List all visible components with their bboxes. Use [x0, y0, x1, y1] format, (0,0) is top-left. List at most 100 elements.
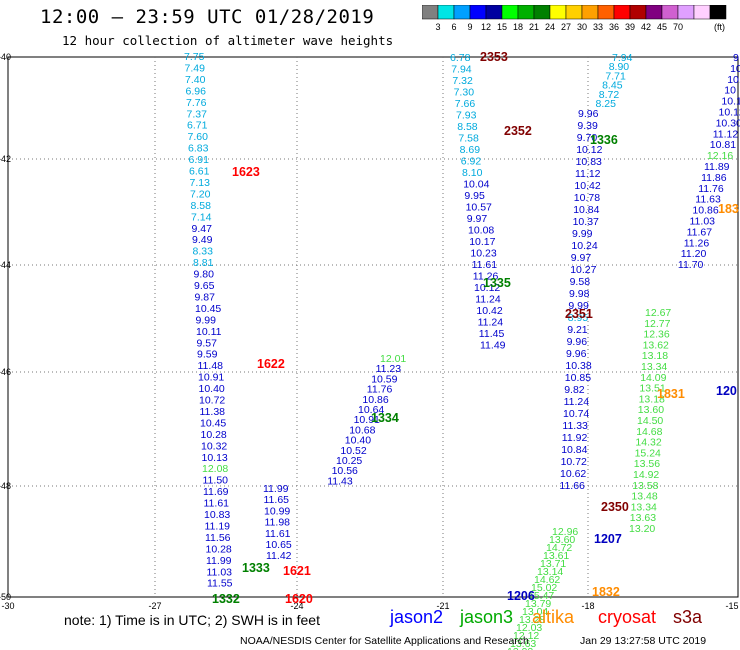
latitude-label: -42	[0, 154, 11, 164]
wave-height-value: 14.68	[636, 426, 662, 438]
wave-height-value: 8.45	[602, 80, 623, 92]
wave-height-value: 10.72	[561, 456, 587, 468]
wave-height-value: 10.42	[574, 180, 600, 192]
wave-height-value: 9.97	[467, 213, 488, 225]
wave-height-value: 11.92	[562, 432, 588, 444]
wave-height-value: 13.34	[641, 361, 667, 373]
wave-height-value: 10.64	[358, 404, 384, 416]
wave-height-value: 10.78	[574, 192, 600, 204]
wave-height-value: 11.76	[367, 384, 393, 396]
wave-height-value: 10.38	[565, 360, 591, 372]
wave-height-value: 11.19	[205, 520, 231, 532]
wave-height-value: 10.65	[266, 539, 292, 551]
wave-height-value: 14.92	[633, 469, 659, 481]
wave-height-value: 8.25	[596, 98, 617, 110]
wave-height-value: 7.30	[454, 87, 475, 99]
generation-timestamp: Jan 29 13:27:58 UTC 2019	[580, 635, 707, 647]
pass-time-label: 2353	[480, 50, 508, 64]
wave-height-value: 12.16	[707, 150, 733, 162]
color-tick-label: 24	[544, 22, 556, 32]
wave-height-value: 7.94	[451, 64, 472, 76]
color-tick-label: 39	[624, 22, 636, 32]
wave-height-value: 11.99	[206, 555, 232, 567]
wave-height-value: 8.10	[462, 167, 483, 179]
wave-height-value: 10.37	[573, 216, 599, 228]
wave-height-value: 15.02	[531, 582, 557, 594]
wave-height-value: 15.24	[635, 447, 661, 459]
wave-height-value: 11.33	[562, 420, 588, 432]
wave-height-value: 14.62	[534, 574, 560, 586]
wave-height-value: 7.37	[187, 108, 208, 120]
wave-height-value: 14.50	[637, 415, 663, 427]
pass-time-label: 1621	[283, 564, 311, 578]
wave-height-value: 13.18	[639, 393, 665, 405]
wave-height-value: 7.49	[185, 62, 206, 74]
source-credit: NOAA/NESDIS Center for Satellite Applica…	[240, 635, 529, 647]
wave-height-value: 13.79	[525, 598, 551, 610]
legend-s3a: s3a	[673, 607, 703, 627]
wave-height-value: 11.63	[695, 194, 721, 206]
wave-height-value: 11.42	[266, 550, 292, 562]
wave-height-value: 10.45	[200, 417, 226, 429]
wave-height-value: 11.26	[473, 271, 499, 283]
wave-height-value: 11.43	[327, 475, 353, 487]
wave-height-value: 7.14	[191, 211, 212, 223]
wave-height-value: 13.18	[642, 350, 668, 362]
wave-height-value: 11.86	[701, 172, 727, 184]
wave-height-value: 13.20	[629, 523, 655, 535]
wave-height-value: 10.52	[340, 445, 366, 457]
longitude-label: -15	[725, 601, 738, 611]
wave-height-value: 11.50	[203, 475, 229, 487]
legend-jason2: jason2	[390, 607, 444, 627]
wave-height-value: 7.71	[605, 70, 626, 82]
wave-height-value: 10.57	[466, 202, 492, 214]
wave-height-value: 8.81	[193, 257, 214, 269]
color-tick-label: 33	[592, 22, 604, 32]
color-tick-label: 21	[528, 22, 540, 32]
wave-height-value: 6.91	[189, 154, 210, 166]
wave-height-value: 13.63	[630, 512, 656, 524]
wave-height-value: 9.57	[197, 337, 218, 349]
wave-height-value: 9.99	[568, 300, 589, 312]
wave-height-value: 13.58	[632, 480, 658, 492]
wave-height-value: 13.62	[643, 339, 669, 351]
wave-height-value: 9.97	[571, 252, 592, 264]
wave-height-value: 13.51	[639, 383, 665, 395]
wave-height-value: 10.84	[573, 204, 599, 216]
wave-height-value: 14.09	[640, 372, 666, 384]
color-tick-label: 27	[560, 22, 572, 32]
pass-time-label: 2352	[504, 124, 532, 138]
wave-height-value: 10.24	[571, 240, 597, 252]
wave-height-value: 11.56	[205, 532, 231, 544]
pass-time-label: 2350	[601, 500, 629, 514]
wave-height-value: 13.63	[510, 638, 536, 650]
latitude-label: -48	[0, 481, 11, 491]
wave-height-value: 9.65	[194, 280, 215, 292]
wave-height-value: 6.96	[186, 85, 207, 97]
wave-height-value: 9.59	[197, 349, 218, 361]
wave-height-value: 11.26	[684, 237, 710, 249]
legend-cryosat: cryosat	[598, 607, 657, 627]
note-text: note: 1) Time is in UTC; 2) SWH is in fe…	[64, 612, 320, 628]
wave-height-value: 13.04	[522, 606, 548, 618]
color-scale-ticks: 3 6 9 12 15 18 21 24 27 30 33 36 39 42 45 70	[422, 22, 740, 34]
wave-height-value: 9.80	[194, 269, 215, 281]
wave-height-value: 10.08	[468, 225, 494, 237]
latitude-label: -40	[0, 52, 11, 62]
wave-height-value: 11.61	[265, 528, 291, 540]
wave-height-value: 9.96	[566, 348, 587, 360]
pass-time-label: 1831	[657, 387, 685, 401]
wave-height-value: 8.90	[609, 61, 630, 73]
pass-time-label: 1333	[242, 561, 270, 575]
wave-height-value: 13.34	[631, 501, 657, 513]
wave-height-value: 15.47	[528, 590, 554, 602]
wave-height-value: 11.67	[687, 226, 713, 238]
latitude-label: -46	[0, 367, 11, 377]
wave-height-value: 10.28	[206, 543, 232, 555]
wave-height-value: 7.60	[188, 131, 209, 143]
wave-height-value: 9.47	[192, 223, 213, 235]
wave-height-value: 10.04	[463, 179, 489, 191]
wave-height-value: 12.77	[644, 318, 670, 330]
wave-height-value: 10.25	[336, 455, 362, 467]
wave-height-value: 11.12	[575, 168, 601, 180]
